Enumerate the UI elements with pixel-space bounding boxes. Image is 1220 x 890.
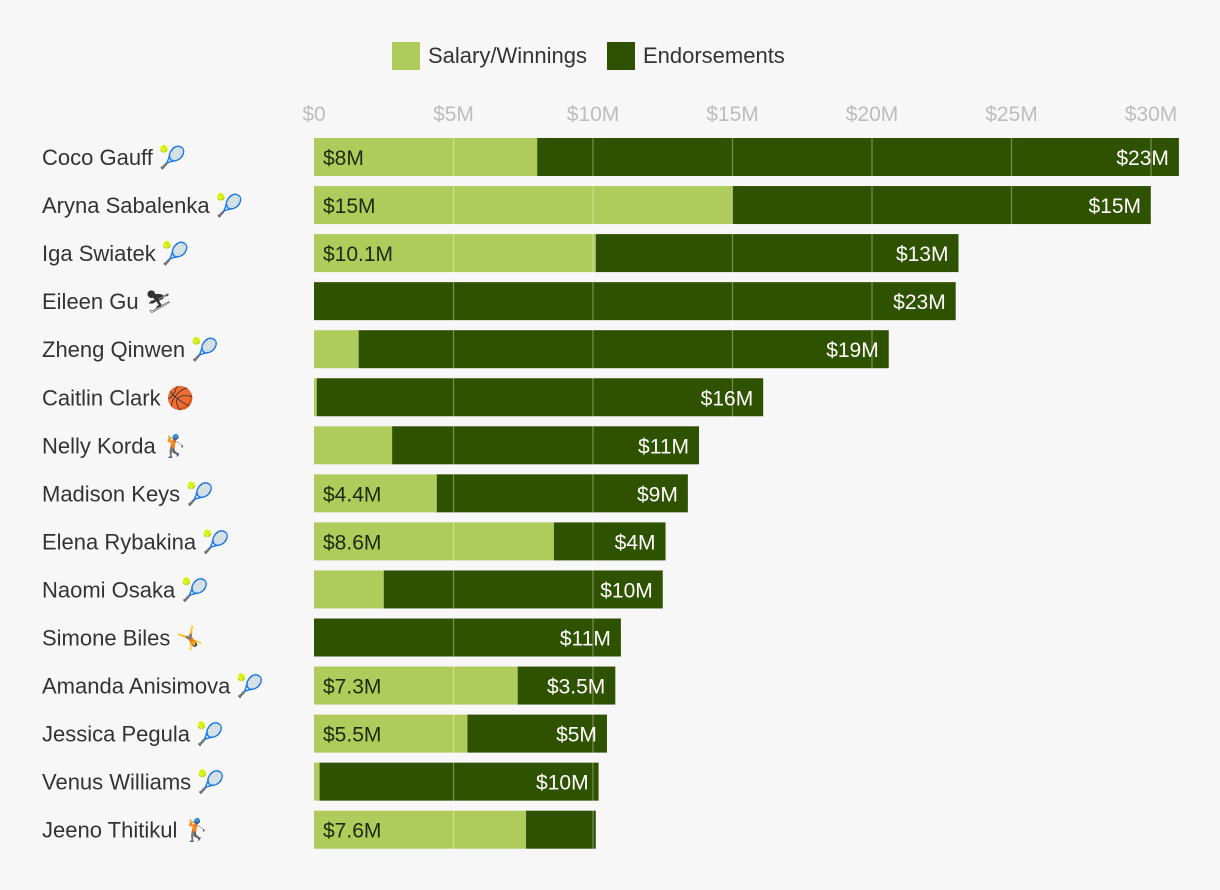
endorsements-value-label: $23M (1116, 147, 1169, 170)
tennis-icon: 🎾 (202, 528, 229, 554)
endorsements-value-label: $15M (1088, 195, 1141, 218)
tennis-icon: 🎾 (181, 576, 208, 602)
x-tick-label: $15M (706, 103, 759, 126)
salary-value-label: $5.5M (323, 724, 381, 747)
legend-item-salary[interactable]: Salary/Winnings (392, 42, 587, 70)
bar-endorsements[interactable] (526, 810, 596, 849)
bar-endorsements[interactable] (517, 666, 616, 705)
bar-endorsements[interactable] (732, 186, 1152, 225)
bar-salary[interactable] (314, 810, 527, 849)
salary-value-label: $7.6M (323, 820, 381, 843)
x-tick-label: $5M (433, 103, 474, 126)
x-tick-label: $30M (1125, 103, 1178, 126)
athlete-name: Naomi Osaka (42, 577, 176, 602)
athlete-name: Caitlin Clark (42, 385, 162, 410)
legend: Salary/Winnings Endorsements (392, 42, 805, 70)
legend-label-endorsements: Endorsements (642, 43, 785, 68)
legend-label-salary: Salary/Winnings (428, 43, 587, 68)
bar-salary[interactable] (314, 138, 538, 176)
endorsements-value-label: $23M (893, 291, 946, 314)
tennis-icon: 🎾 (186, 480, 213, 506)
bar-salary[interactable] (314, 666, 518, 705)
x-tick-label: $0 (302, 103, 325, 126)
basketball-icon: 🏀 (167, 383, 194, 412)
athlete-name: Nelly Korda (42, 433, 156, 458)
athlete-name: Venus Williams (42, 770, 191, 795)
endorsements-value-label: $10M (600, 579, 653, 602)
endorsements-value-label: $13M (896, 243, 949, 266)
bar-salary[interactable] (314, 714, 468, 753)
bar-endorsements[interactable] (358, 330, 889, 369)
salary-value-label: $10.1M (323, 243, 393, 266)
bar-endorsements[interactable] (319, 762, 599, 801)
bar-endorsements[interactable] (436, 474, 688, 513)
bar-salary[interactable] (314, 570, 384, 609)
tennis-icon: 🎾 (162, 240, 189, 266)
endorsements-value-label: $19M (826, 339, 879, 362)
bar-endorsements[interactable] (595, 234, 959, 273)
bar-salary[interactable] (314, 234, 596, 273)
legend-swatch-endorsements (606, 42, 635, 70)
tennis-icon: 🎾 (236, 673, 263, 699)
endorsements-value-label: $11M (638, 435, 689, 458)
tennis-icon: 🎾 (197, 769, 224, 795)
bar-salary[interactable] (314, 378, 317, 417)
endorsements-value-label: $4M (615, 531, 656, 554)
bar-salary[interactable] (314, 474, 437, 513)
bar-endorsements[interactable] (553, 522, 666, 561)
bar-salary[interactable] (314, 426, 393, 465)
salary-value-label: $8.6M (323, 531, 381, 554)
bar-endorsements[interactable] (314, 282, 956, 321)
legend-item-endorsements[interactable]: Endorsements (606, 42, 785, 70)
athlete-name: Aryna Sabalenka (42, 193, 210, 218)
athlete-name: Amanda Anisimova (42, 674, 231, 699)
endorsements-value-label: $9M (637, 483, 678, 506)
legend-swatch-salary (392, 42, 420, 70)
salary-value-label: $8M (323, 147, 364, 170)
bar-endorsements[interactable] (467, 714, 607, 753)
athlete-name: Iga Swiatek (42, 241, 157, 266)
salary-value-label: $15M (323, 195, 376, 218)
bar-endorsements[interactable] (392, 426, 700, 465)
bar-endorsements[interactable] (383, 570, 663, 609)
bar-salary[interactable] (314, 762, 320, 801)
athlete-name: Coco Gauff (42, 145, 154, 170)
bar-salary[interactable] (314, 522, 554, 561)
x-tick-label: $25M (985, 103, 1038, 126)
golf-icon: 🏌 (162, 433, 189, 458)
bars-group (314, 138, 1179, 849)
bar-endorsements[interactable] (314, 618, 621, 657)
athlete-name: Zheng Qinwen (42, 337, 185, 362)
bar-endorsements[interactable] (537, 138, 1179, 176)
gridlines-group (452, 132, 1152, 852)
athlete-name: Simone Biles (42, 626, 170, 651)
x-tick-label: $20M (846, 103, 899, 126)
golf-icon: 🏌 (183, 818, 210, 843)
tennis-icon: 🎾 (216, 192, 243, 218)
tennis-icon: 🎾 (159, 144, 186, 170)
endorsements-value-label: $5M (556, 724, 597, 747)
tennis-icon: 🎾 (196, 721, 223, 747)
gymnastics-icon: 🤸 (176, 626, 203, 651)
salary-value-label: $7.3M (323, 676, 381, 699)
athlete-name: Elena Rybakina (42, 529, 197, 554)
bar-endorsements[interactable] (316, 378, 764, 417)
bar-salary[interactable] (314, 186, 733, 225)
athlete-name: Eileen Gu (42, 289, 139, 314)
athlete-name: Jeeno Thitikul (42, 818, 177, 843)
endorsements-value-label: $16M (701, 387, 754, 410)
endorsements-value-label: $10M (536, 772, 589, 795)
endorsements-value-label: $11M (560, 628, 611, 651)
athlete-name: Madison Keys (42, 481, 180, 506)
athlete-name: Jessica Pegula (42, 722, 191, 747)
endorsements-value-label: $3.5M (547, 676, 605, 699)
bar-salary[interactable] (314, 330, 359, 369)
tennis-icon: 🎾 (191, 336, 218, 362)
x-tick-label: $10M (567, 103, 620, 126)
skiing-icon: ⛷ (145, 289, 173, 314)
salary-value-label: $4.4M (323, 483, 381, 506)
